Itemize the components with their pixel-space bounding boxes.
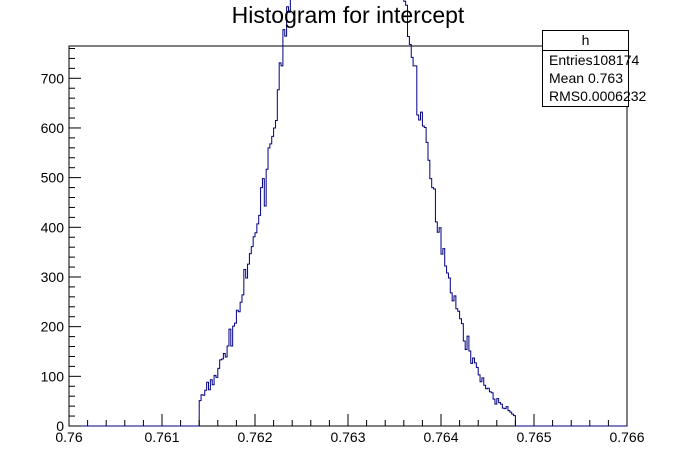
y-tick-label: 100 [41, 368, 65, 384]
y-tick-label: 200 [41, 319, 65, 335]
stats-row-rms: RMS 0.0006232 [543, 87, 646, 105]
x-tick-label: 0.765 [516, 429, 551, 445]
stats-row-entries: Entries 108174 [543, 51, 639, 69]
y-tick-label: 500 [41, 170, 65, 186]
plot-frame [68, 45, 628, 427]
stats-label: RMS [549, 88, 581, 104]
x-tick-label: 0.766 [609, 429, 644, 445]
axes: 0.76 0.761 0.762 0.763 0.764 0.765 0.766 0 100 20… [41, 47, 645, 445]
y-tick-label: 400 [41, 219, 65, 235]
y-tick-label: 600 [41, 120, 65, 136]
stats-label: Mean [549, 70, 585, 86]
chart-title: Histogram for intercept [231, 2, 465, 28]
x-tick-label: 0.761 [144, 429, 179, 445]
stats-row-mean: Mean 0.763 [543, 69, 628, 87]
stats-label: Entries [549, 52, 593, 68]
histogram-series [69, 0, 627, 427]
x-tick-label: 0.763 [330, 429, 365, 445]
y-tick-label: 700 [41, 70, 65, 86]
stats-value: 0.763 [587, 70, 623, 86]
stats-box: h Entries 108174 Mean 0.763 RMS 0.000623… [542, 30, 646, 107]
stats-value: 0.0006232 [580, 88, 647, 104]
stats-value: 108174 [592, 52, 640, 68]
y-tick-label: 0 [56, 418, 64, 434]
x-tick-label: 0.762 [237, 429, 272, 445]
x-tick-label: 0.76 [55, 429, 82, 445]
stats-box-title: h [543, 31, 628, 51]
x-tick-label: 0.764 [423, 429, 458, 445]
y-tick-label: 300 [41, 269, 65, 285]
